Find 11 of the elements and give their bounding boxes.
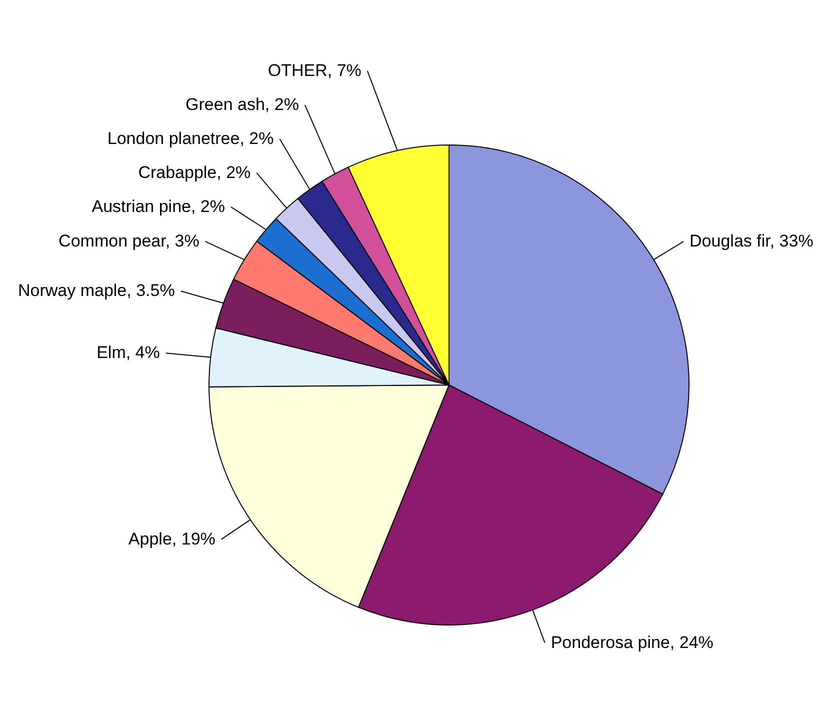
slice-label: Norway maple, 3.5% bbox=[18, 281, 175, 300]
slice-label: Elm, 4% bbox=[96, 343, 160, 362]
slice-label: Green ash, 2% bbox=[186, 94, 299, 114]
slice-label: Crabapple, 2% bbox=[138, 162, 251, 182]
slice-label: OTHER, 7% bbox=[268, 60, 362, 80]
slice-label: Common pear, 3% bbox=[58, 231, 200, 250]
slice-label: Austrian pine, 2% bbox=[92, 196, 226, 216]
slice-label: Apple, 19% bbox=[128, 529, 216, 548]
slice-label: London planetree, 2% bbox=[107, 128, 274, 148]
slice-label: Ponderosa pine, 24% bbox=[550, 632, 714, 652]
slice-label: Douglas fir, 33% bbox=[690, 231, 814, 250]
